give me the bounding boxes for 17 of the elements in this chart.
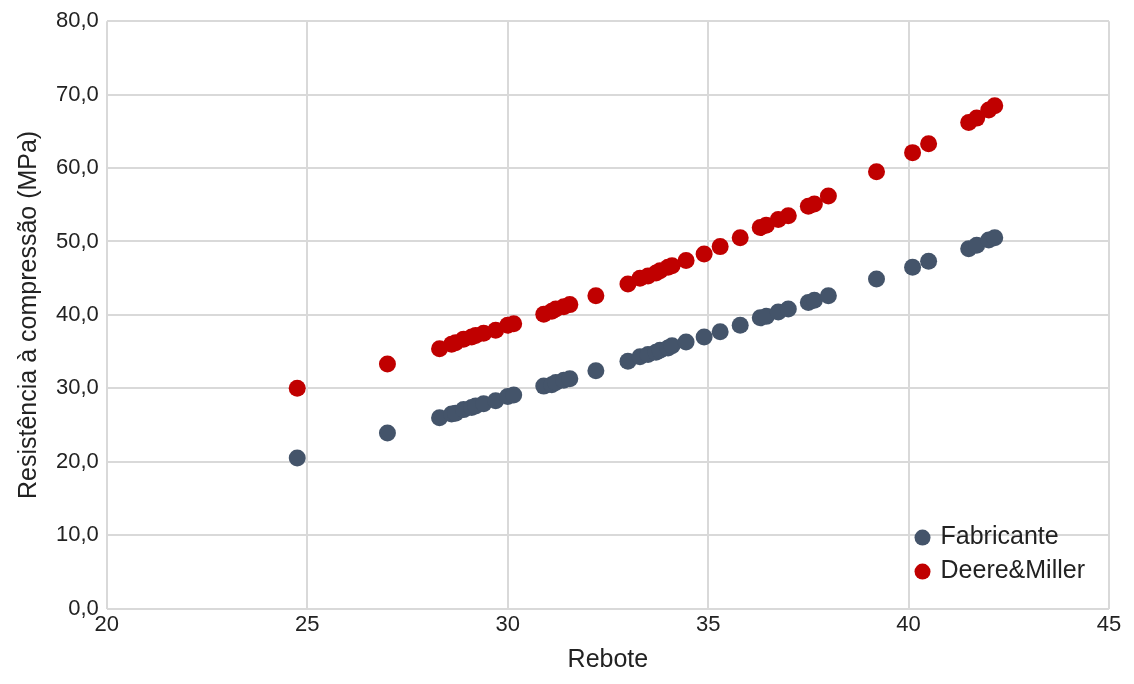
y-tick-label: 40,0	[55, 300, 99, 326]
y-tick-label: 60,0	[55, 154, 99, 180]
y-tick-label: 70,0	[55, 80, 99, 106]
x-tick-label: 45	[1096, 610, 1122, 636]
y-axis-title: Resistência à compressão (MPa)	[12, 130, 41, 499]
x-tick-label: 35	[695, 610, 721, 636]
x-tick-label: 25	[295, 610, 320, 636]
y-tick-label: 30,0	[55, 374, 99, 400]
x-tick-label: 40	[896, 610, 921, 636]
legend-label: Fabricante	[940, 521, 1059, 550]
y-tick-label: 20,0	[55, 447, 99, 473]
legend-label: Deere&Miller	[940, 555, 1085, 584]
x-tick-label: 30	[495, 610, 520, 636]
y-tick-label: 10,0	[55, 521, 99, 547]
y-tick-label: 50,0	[55, 227, 99, 253]
x-axis-title: Rebote	[567, 643, 649, 672]
y-tick-label: 80,0	[55, 7, 99, 33]
